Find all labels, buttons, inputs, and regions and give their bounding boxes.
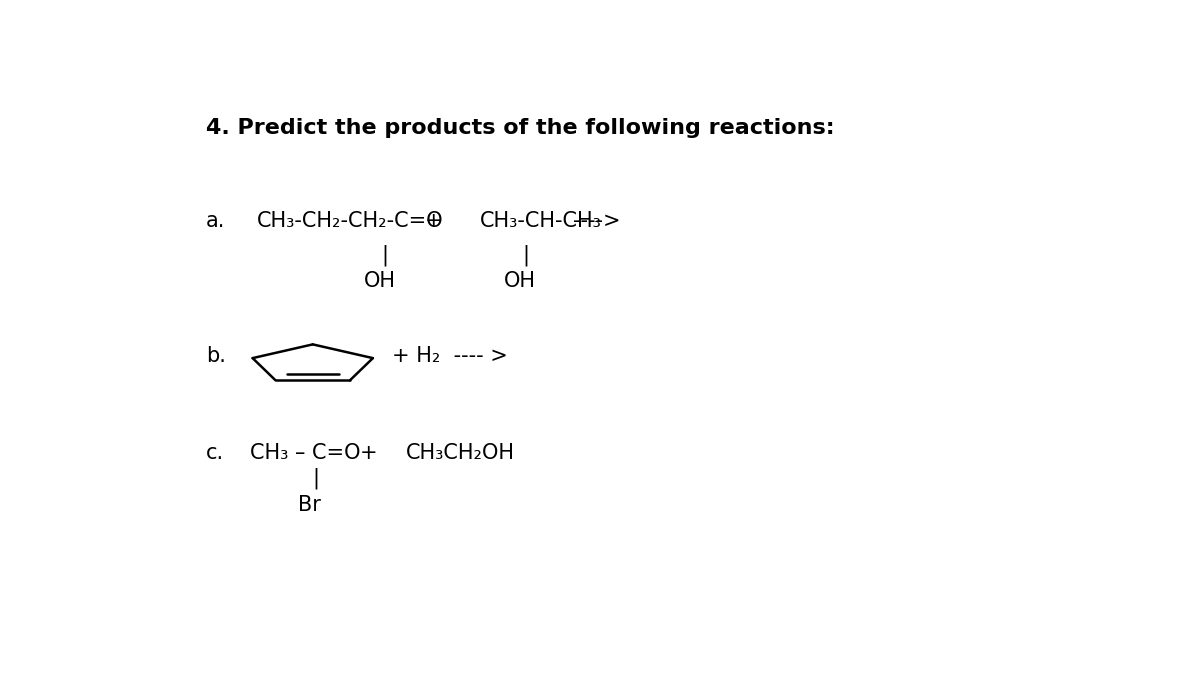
- Text: 4. Predict the products of the following reactions:: 4. Predict the products of the following…: [206, 117, 834, 138]
- Text: OH: OH: [504, 271, 536, 291]
- Text: +: +: [360, 443, 377, 462]
- Text: CH₃-CH-CH₃: CH₃-CH-CH₃: [480, 211, 602, 232]
- Text: b.: b.: [206, 346, 226, 367]
- Text: Br: Br: [298, 495, 320, 514]
- Text: CH₃ – C=O: CH₃ – C=O: [251, 443, 361, 462]
- Text: c.: c.: [206, 443, 224, 462]
- Text: |: |: [522, 244, 529, 266]
- Text: +: +: [425, 211, 443, 232]
- Text: CH₃-CH₂-CH₂-C=O: CH₃-CH₂-CH₂-C=O: [257, 211, 444, 232]
- Text: |: |: [382, 244, 389, 266]
- Text: |: |: [312, 468, 319, 489]
- Text: ---->: ---->: [574, 211, 620, 232]
- Text: OH: OH: [364, 271, 396, 291]
- Text: CH₃CH₂OH: CH₃CH₂OH: [406, 443, 515, 462]
- Text: a.: a.: [206, 211, 226, 232]
- Text: + H₂  ---- >: + H₂ ---- >: [391, 346, 508, 367]
